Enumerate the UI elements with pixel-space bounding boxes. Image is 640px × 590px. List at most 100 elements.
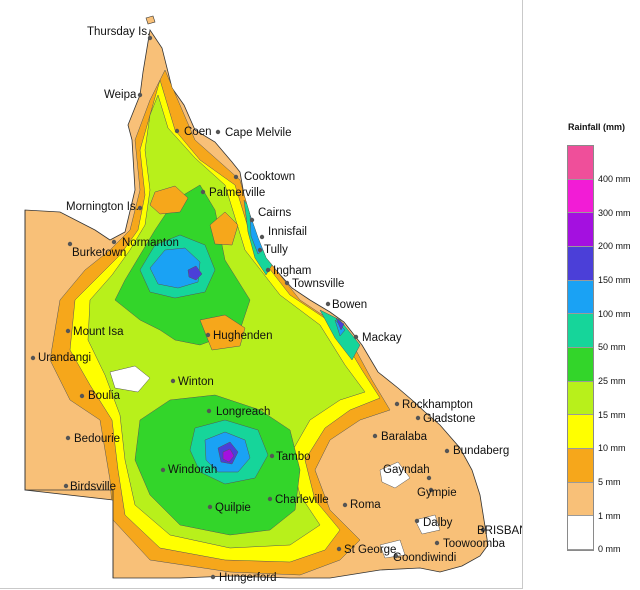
town-tully: Tully: [257, 244, 288, 256]
legend-label: 150 mm: [598, 275, 631, 285]
town-label: Hughenden: [213, 330, 272, 342]
legend-swatch: [568, 448, 593, 483]
town-label: Gladstone: [423, 413, 475, 425]
town-ingham: Ingham: [265, 265, 311, 277]
town-label: Urandangi: [38, 352, 91, 364]
legend-label: 400 mm: [598, 174, 631, 184]
town-quilpie: Quilpie: [207, 502, 251, 514]
town-label: Rockhampton: [402, 399, 473, 411]
town-hughenden: Hughenden: [205, 330, 272, 342]
town-mountisa: Mount Isa: [65, 326, 124, 338]
legend-swatch: [568, 347, 593, 382]
legend-swatch: [568, 213, 593, 247]
town-marker: [269, 453, 275, 459]
legend-label: 10 mm: [598, 443, 626, 454]
state-border: [24, 210, 114, 578]
town-marker: [160, 467, 166, 473]
town-brisbane: BRISBANE: [477, 525, 522, 537]
town-label: Quilpie: [215, 502, 251, 514]
town-hungerford: Hungerford: [210, 572, 277, 584]
zone-50mm: [139, 234, 269, 485]
town-marker: [137, 205, 143, 211]
town-marker: [147, 35, 153, 41]
legend-swatch: [568, 146, 593, 180]
town-label: Bedourie: [74, 433, 120, 445]
town-marker: [30, 355, 36, 361]
town-marker: [342, 502, 348, 508]
town-mornington: Mornington Is.: [66, 201, 143, 213]
town-marker: [414, 518, 420, 524]
town-label: Winton: [178, 376, 214, 388]
town-marker: [174, 128, 180, 134]
town-marker: [257, 247, 263, 253]
town-label: Townsville: [292, 278, 344, 290]
legend-swatch: [568, 415, 593, 449]
town-marker: [265, 267, 271, 273]
town-birdsville: Birdsville: [63, 481, 116, 493]
zone-0mm: [109, 365, 441, 559]
town-marker: [137, 92, 143, 98]
town-label: Palmerville: [209, 187, 265, 199]
town-label: Mackay: [362, 332, 402, 344]
town-label: Ingham: [273, 265, 311, 277]
town-marker: [215, 129, 221, 135]
legend-label: 50 mm: [598, 342, 626, 353]
town-label: Tully: [264, 244, 288, 256]
town-burketown: Burketown: [67, 241, 126, 259]
town-toowoomba: Toowoomba: [434, 538, 506, 550]
town-marker: [426, 475, 432, 481]
town-marker: [65, 328, 71, 334]
town-thursday: Thursday Is.: [87, 26, 153, 41]
town-label: Thursday Is.: [87, 26, 150, 38]
town-roma: Roma: [342, 499, 381, 511]
town-marker: [336, 546, 342, 552]
town-layer: Thursday Is. Weipa Coen Cape Melvile Cooktow…: [30, 26, 522, 584]
town-marker: [111, 239, 117, 245]
legend-swatch: [568, 246, 593, 281]
town-label: Tambo: [276, 451, 311, 463]
town-townsville: Townsville: [284, 278, 344, 290]
town-stgeorge: St George: [336, 544, 396, 556]
town-normanton: Normanton: [111, 237, 179, 249]
town-palmerville: Palmerville: [200, 187, 265, 199]
legend-label: 200 mm: [598, 241, 631, 252]
town-urandangi: Urandangi: [30, 352, 91, 364]
town-winton: Winton: [170, 376, 214, 388]
town-baralaba: Baralaba: [372, 431, 428, 443]
town-cooktown: Cooktown: [233, 171, 295, 183]
town-label: Windorah: [168, 464, 217, 476]
town-label: Baralaba: [381, 431, 428, 443]
town-marker: [206, 408, 212, 414]
town-marker: [249, 217, 255, 223]
town-label: St George: [344, 544, 396, 556]
town-label: Bundaberg: [453, 445, 509, 457]
town-label: Weipa: [104, 89, 137, 101]
town-label: Coen: [184, 126, 212, 138]
town-marker: [444, 448, 450, 454]
town-label: Gayndah: [383, 464, 430, 476]
town-windorah: Windorah: [160, 464, 217, 476]
town-marker: [415, 415, 421, 421]
town-label: Cape Melvile: [225, 127, 291, 139]
town-marker: [267, 496, 273, 502]
town-longreach: Longreach: [206, 406, 270, 418]
legend-swatch: [568, 516, 593, 550]
town-innisfail: Innisfail: [259, 226, 307, 240]
town-label: Bowen: [332, 299, 367, 311]
town-marker: [65, 435, 71, 441]
town-rockhampton: Rockhampton: [394, 399, 473, 411]
legend-label: 5 mm: [598, 477, 621, 487]
rainfall-zones: [49, 69, 441, 576]
zone-200mm: [222, 448, 235, 463]
town-label: BRISBANE: [477, 525, 522, 537]
town-marker: [210, 574, 216, 580]
legend-color-bar: [567, 145, 594, 551]
town-charleville: Charleville: [267, 494, 329, 506]
legend-label: 100 mm: [598, 308, 631, 319]
town-marker: [170, 378, 176, 384]
legend-swatch: [568, 381, 593, 416]
town-marker: [393, 553, 399, 559]
town-capemelvile: Cape Melvile: [215, 127, 291, 139]
town-marker: [233, 174, 239, 180]
town-marker: [434, 540, 440, 546]
